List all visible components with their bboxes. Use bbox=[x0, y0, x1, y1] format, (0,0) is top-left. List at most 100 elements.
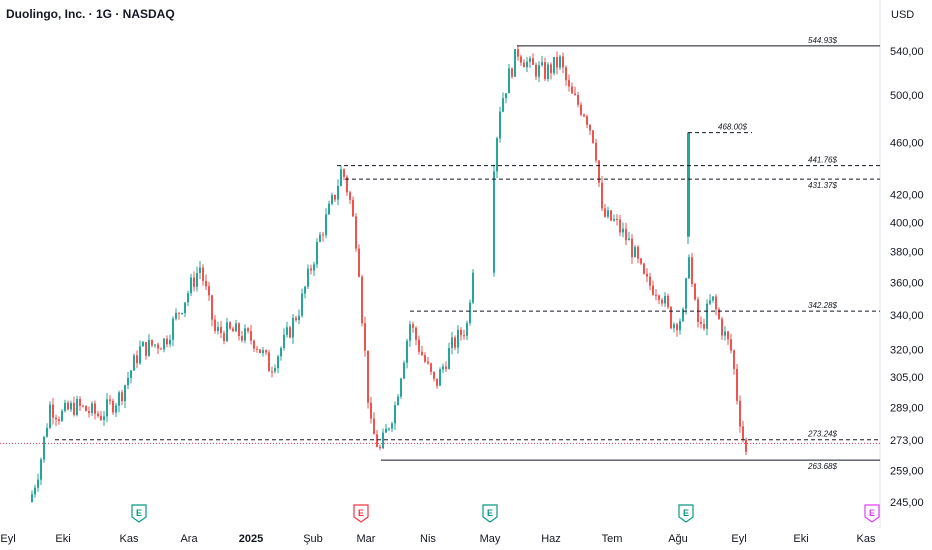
candle-body bbox=[40, 459, 42, 480]
candle-body bbox=[376, 434, 378, 447]
candle-body bbox=[739, 400, 741, 427]
candle-body bbox=[271, 371, 273, 373]
candle-body bbox=[313, 264, 315, 271]
y-tick-label: 259,00 bbox=[890, 465, 924, 477]
candle-body bbox=[664, 295, 666, 304]
y-tick-label: 360,00 bbox=[890, 277, 924, 289]
candle-body bbox=[577, 94, 579, 105]
candle-body bbox=[493, 171, 495, 273]
candle-body bbox=[46, 427, 48, 437]
y-tick-label: 320,00 bbox=[890, 345, 924, 357]
candle-body bbox=[118, 392, 120, 406]
candle-body bbox=[700, 322, 702, 324]
candle-body bbox=[544, 62, 546, 80]
level-label: 441.76$ bbox=[808, 156, 837, 165]
candle-body bbox=[499, 111, 501, 139]
candle-body bbox=[436, 378, 438, 386]
currency-label: USD bbox=[891, 9, 915, 21]
candle-body bbox=[115, 405, 117, 413]
candle-body bbox=[121, 392, 123, 402]
candle-body bbox=[574, 93, 576, 95]
candle-body bbox=[232, 328, 234, 332]
candle-body bbox=[637, 246, 639, 259]
candle-body bbox=[316, 241, 318, 265]
candle-body bbox=[262, 350, 264, 353]
candle-body bbox=[268, 352, 270, 372]
candle-body bbox=[589, 124, 591, 131]
candle-body bbox=[550, 64, 552, 74]
x-tick-label: Eyl bbox=[0, 533, 15, 545]
x-tick-label: Eyl bbox=[731, 533, 746, 545]
candle-body bbox=[580, 104, 582, 115]
candle-body bbox=[169, 339, 171, 345]
candle-body bbox=[556, 57, 558, 68]
candle-body bbox=[229, 322, 231, 329]
candle-body bbox=[646, 273, 648, 277]
candle-body bbox=[457, 329, 459, 348]
candle-body bbox=[514, 49, 516, 77]
x-tick-label: May bbox=[480, 533, 501, 545]
candle-body bbox=[445, 366, 447, 369]
candle-body bbox=[511, 68, 513, 77]
candle-body bbox=[736, 368, 738, 401]
y-tick-label: 273,00 bbox=[890, 435, 924, 447]
candle-body bbox=[469, 302, 471, 324]
earnings-marker-label: E bbox=[487, 508, 493, 518]
candle-body bbox=[64, 402, 66, 411]
candle-body bbox=[307, 268, 309, 287]
candle-body bbox=[304, 286, 306, 294]
candle-body bbox=[424, 355, 426, 362]
candle-body bbox=[595, 142, 597, 161]
candle-body bbox=[220, 327, 222, 334]
candle-body bbox=[427, 361, 429, 364]
candle-body bbox=[604, 208, 606, 217]
candle-body bbox=[208, 286, 210, 296]
candle-body bbox=[361, 276, 363, 324]
candle-body bbox=[394, 405, 396, 424]
y-tick-label: 420,00 bbox=[890, 189, 924, 201]
candle-body bbox=[532, 58, 534, 65]
candle-body bbox=[631, 238, 633, 258]
earnings-marker-icon bbox=[678, 504, 694, 523]
candle-body bbox=[331, 194, 333, 204]
candle-body bbox=[370, 402, 372, 419]
candle-body bbox=[502, 98, 504, 112]
candle-body bbox=[412, 324, 414, 328]
x-tick-label: Kas bbox=[120, 533, 139, 545]
candle-body bbox=[667, 295, 669, 307]
candle-body bbox=[193, 277, 195, 287]
candle-body bbox=[31, 494, 33, 502]
candle-body bbox=[568, 80, 570, 87]
candle-body bbox=[202, 267, 204, 281]
candle-body bbox=[679, 321, 681, 331]
candle-body bbox=[706, 303, 708, 329]
candle-body bbox=[343, 169, 345, 177]
x-tick-label: Eki bbox=[55, 533, 70, 545]
candle-body bbox=[211, 295, 213, 320]
candle-body bbox=[745, 439, 747, 452]
candle-body bbox=[217, 327, 219, 331]
candle-body bbox=[97, 413, 99, 416]
candle-body bbox=[733, 350, 735, 369]
level-label: 273.24$ bbox=[807, 430, 837, 439]
candle-body bbox=[100, 415, 102, 420]
candle-body bbox=[367, 350, 369, 403]
candle-body bbox=[91, 403, 93, 414]
candle-body bbox=[616, 218, 618, 220]
candle-body bbox=[133, 355, 135, 371]
candle-body bbox=[346, 176, 348, 193]
candle-body bbox=[649, 276, 651, 286]
candle-body bbox=[340, 169, 342, 186]
candle-body bbox=[298, 315, 300, 321]
candle-body bbox=[538, 65, 540, 77]
candle-body bbox=[181, 312, 183, 314]
candle-body bbox=[223, 333, 225, 342]
earnings-marker-label: E bbox=[136, 508, 142, 518]
candle-body bbox=[145, 341, 147, 356]
candle-body bbox=[34, 487, 36, 495]
candle-body bbox=[613, 218, 615, 221]
candle-body bbox=[712, 296, 714, 301]
candle-body bbox=[286, 327, 288, 335]
y-tick-label: 460,00 bbox=[890, 138, 924, 150]
